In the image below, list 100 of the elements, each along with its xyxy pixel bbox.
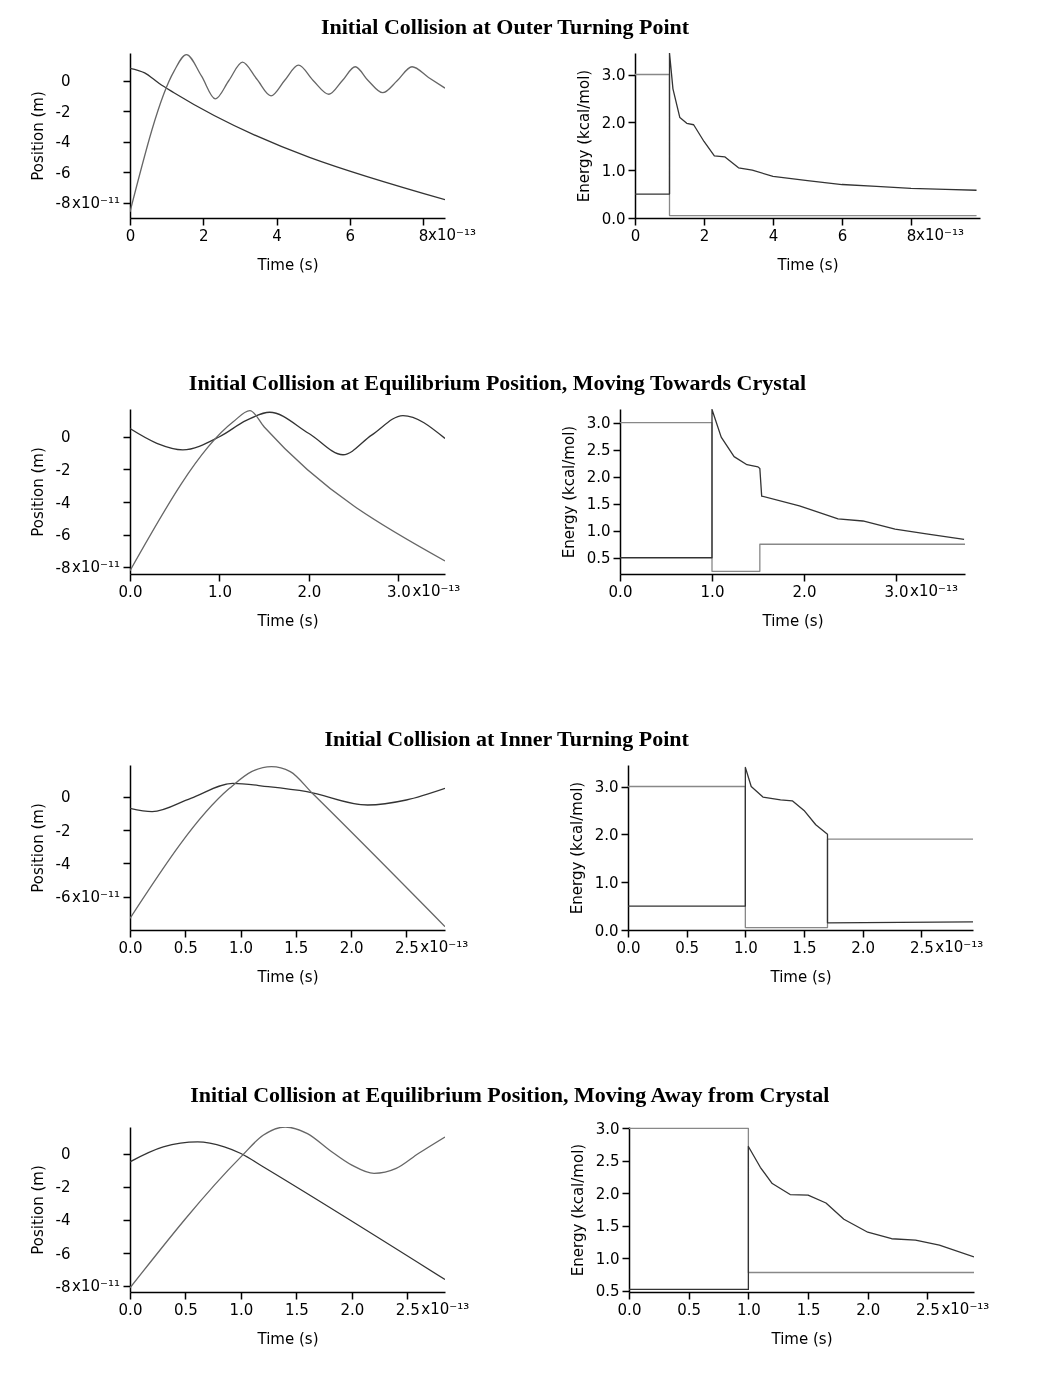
x-tick-label: 2.0 xyxy=(856,1300,881,1319)
y-tick-label: -8 xyxy=(55,194,71,213)
x-tick-label: 1.0 xyxy=(700,582,725,601)
y-tick-label: 1.5 xyxy=(586,495,611,514)
text: x10⁻¹³ xyxy=(421,1300,470,1318)
y-tick-label: -2 xyxy=(55,1178,71,1197)
x-tick-label: 2.5 xyxy=(394,938,419,957)
line-series xyxy=(130,411,445,456)
y-tick-label: 3.0 xyxy=(586,414,611,433)
y-tick-label: -6 xyxy=(55,163,71,182)
x-tick-label: 0.0 xyxy=(118,1300,143,1319)
y-axis-title: Energy (kcal/mol) xyxy=(559,425,578,559)
x-tick-label: 1.5 xyxy=(792,938,817,957)
x-tick-label: 0 xyxy=(630,226,641,245)
x-tick-label: 0.0 xyxy=(616,938,641,957)
y-tick-label: -4 xyxy=(55,1211,71,1230)
x-tick-label: 0.0 xyxy=(617,1300,642,1319)
y-axis-title: Position (m) xyxy=(28,447,47,537)
y-tick-label: 3.0 xyxy=(595,1119,620,1138)
text: x10⁻¹¹ xyxy=(72,887,120,906)
x-tick-label: 1.0 xyxy=(733,938,758,957)
y-tick-label: 0 xyxy=(60,72,71,90)
y-axis-title: Position (m) xyxy=(28,803,47,893)
x-axis-title: Time (s) xyxy=(256,1329,319,1348)
x-tick-label: 0.0 xyxy=(118,582,143,601)
x-tick-label: 6 xyxy=(837,226,848,245)
y-axis-title: Energy (kcal/mol) xyxy=(568,1143,587,1277)
y-tick-label: -6 xyxy=(55,526,71,545)
y-tick-label: 2.0 xyxy=(601,113,626,132)
x-tick-label: 1.0 xyxy=(736,1300,761,1319)
line-series xyxy=(130,782,445,813)
y-tick-label: 0.5 xyxy=(586,549,611,568)
x-tick-label: 2.0 xyxy=(297,582,322,601)
x-tick-label: 2.0 xyxy=(340,1300,365,1319)
x-tick-label: 8 xyxy=(906,226,917,245)
x-axis-title: Time (s) xyxy=(761,611,824,630)
y-tick-label: -2 xyxy=(55,821,71,840)
x-tick-label: 4 xyxy=(768,226,779,245)
x-tick-label: 8 xyxy=(418,226,429,245)
y-tick-label: 3.0 xyxy=(601,66,626,85)
y-tick-label: 1.0 xyxy=(595,1249,620,1268)
y-tick-label: 0.0 xyxy=(594,921,619,940)
x-tick-label: 1.5 xyxy=(284,1300,309,1319)
y-tick-label: 2.0 xyxy=(594,825,619,844)
line-series xyxy=(620,409,965,559)
text: x10⁻¹³ xyxy=(910,582,958,600)
line-series xyxy=(635,53,978,195)
text: x10⁻¹¹ xyxy=(72,558,120,577)
text: x10⁻¹³ xyxy=(941,1300,990,1318)
y-tick-label: -4 xyxy=(55,493,71,512)
text: Initial Collision at Outer Turning Point xyxy=(320,14,690,39)
x-tick-label: 2.0 xyxy=(851,938,876,957)
text: x10⁻¹¹ xyxy=(72,193,120,212)
x-tick-label: 1.0 xyxy=(229,1300,254,1319)
x-tick-label: 0.5 xyxy=(677,1300,702,1319)
y-axis-title: Energy (kcal/mol) xyxy=(574,69,593,203)
y-tick-label: -8 xyxy=(55,558,71,577)
line-series xyxy=(130,67,445,201)
y-tick-label: -8 xyxy=(55,1277,71,1296)
x-axis-title: Time (s) xyxy=(256,967,319,986)
x-tick-label: 2.5 xyxy=(909,938,934,957)
y-tick-label: 2.0 xyxy=(595,1184,620,1203)
y-tick-label: 0 xyxy=(60,1145,71,1164)
x-tick-label: 1.5 xyxy=(796,1300,821,1319)
line-series xyxy=(130,409,445,572)
x-axis-title: Time (s) xyxy=(256,255,319,274)
x-axis-title: Time (s) xyxy=(770,1329,833,1348)
text: Initial Collision at Equilibrium Position, Moving Away from Crystal xyxy=(190,1082,830,1108)
text: Initial Collision at Equilibrium Position, Moving Towards Crystal xyxy=(188,370,807,395)
y-tick-label: 1.0 xyxy=(594,873,619,892)
x-tick-label: 0.5 xyxy=(173,938,198,957)
y-tick-label: -6 xyxy=(55,888,71,907)
x-tick-label: 4 xyxy=(272,226,282,245)
text: x10⁻¹³ xyxy=(420,938,469,956)
text: x10⁻¹¹ xyxy=(72,1277,120,1296)
y-tick-label: -4 xyxy=(55,854,71,873)
y-tick-label: 1.0 xyxy=(586,522,611,541)
y-tick-label: 0 xyxy=(60,788,71,807)
x-tick-label: 2.5 xyxy=(916,1300,940,1319)
x-tick-label: 0.5 xyxy=(675,938,700,957)
y-tick-label: 1.0 xyxy=(601,161,626,180)
text: Initial Collision at Inner Turning Point xyxy=(324,726,690,751)
x-tick-label: 3.0 xyxy=(387,582,411,601)
x-axis-title: Time (s) xyxy=(256,611,319,630)
x-tick-label: 0.5 xyxy=(174,1300,198,1319)
y-axis-title: Energy (kcal/mol) xyxy=(567,781,586,915)
x-axis-title: Time (s) xyxy=(776,255,839,274)
text: x10⁻¹³ xyxy=(916,226,964,244)
line-series xyxy=(130,766,445,928)
y-tick-label: -4 xyxy=(55,133,71,152)
x-tick-label: 0.0 xyxy=(118,938,143,957)
text: x10⁻¹³ xyxy=(428,226,476,244)
y-axis-title: Position (m) xyxy=(28,91,47,181)
y-tick-label: 0 xyxy=(60,428,71,447)
y-tick-label: 2.0 xyxy=(586,468,611,487)
y-tick-label: -2 xyxy=(55,102,71,121)
y-tick-label: -2 xyxy=(55,460,71,479)
x-tick-label: 2 xyxy=(699,226,710,245)
x-tick-label: 2.5 xyxy=(395,1300,420,1319)
text: x10⁻¹³ xyxy=(412,582,461,600)
